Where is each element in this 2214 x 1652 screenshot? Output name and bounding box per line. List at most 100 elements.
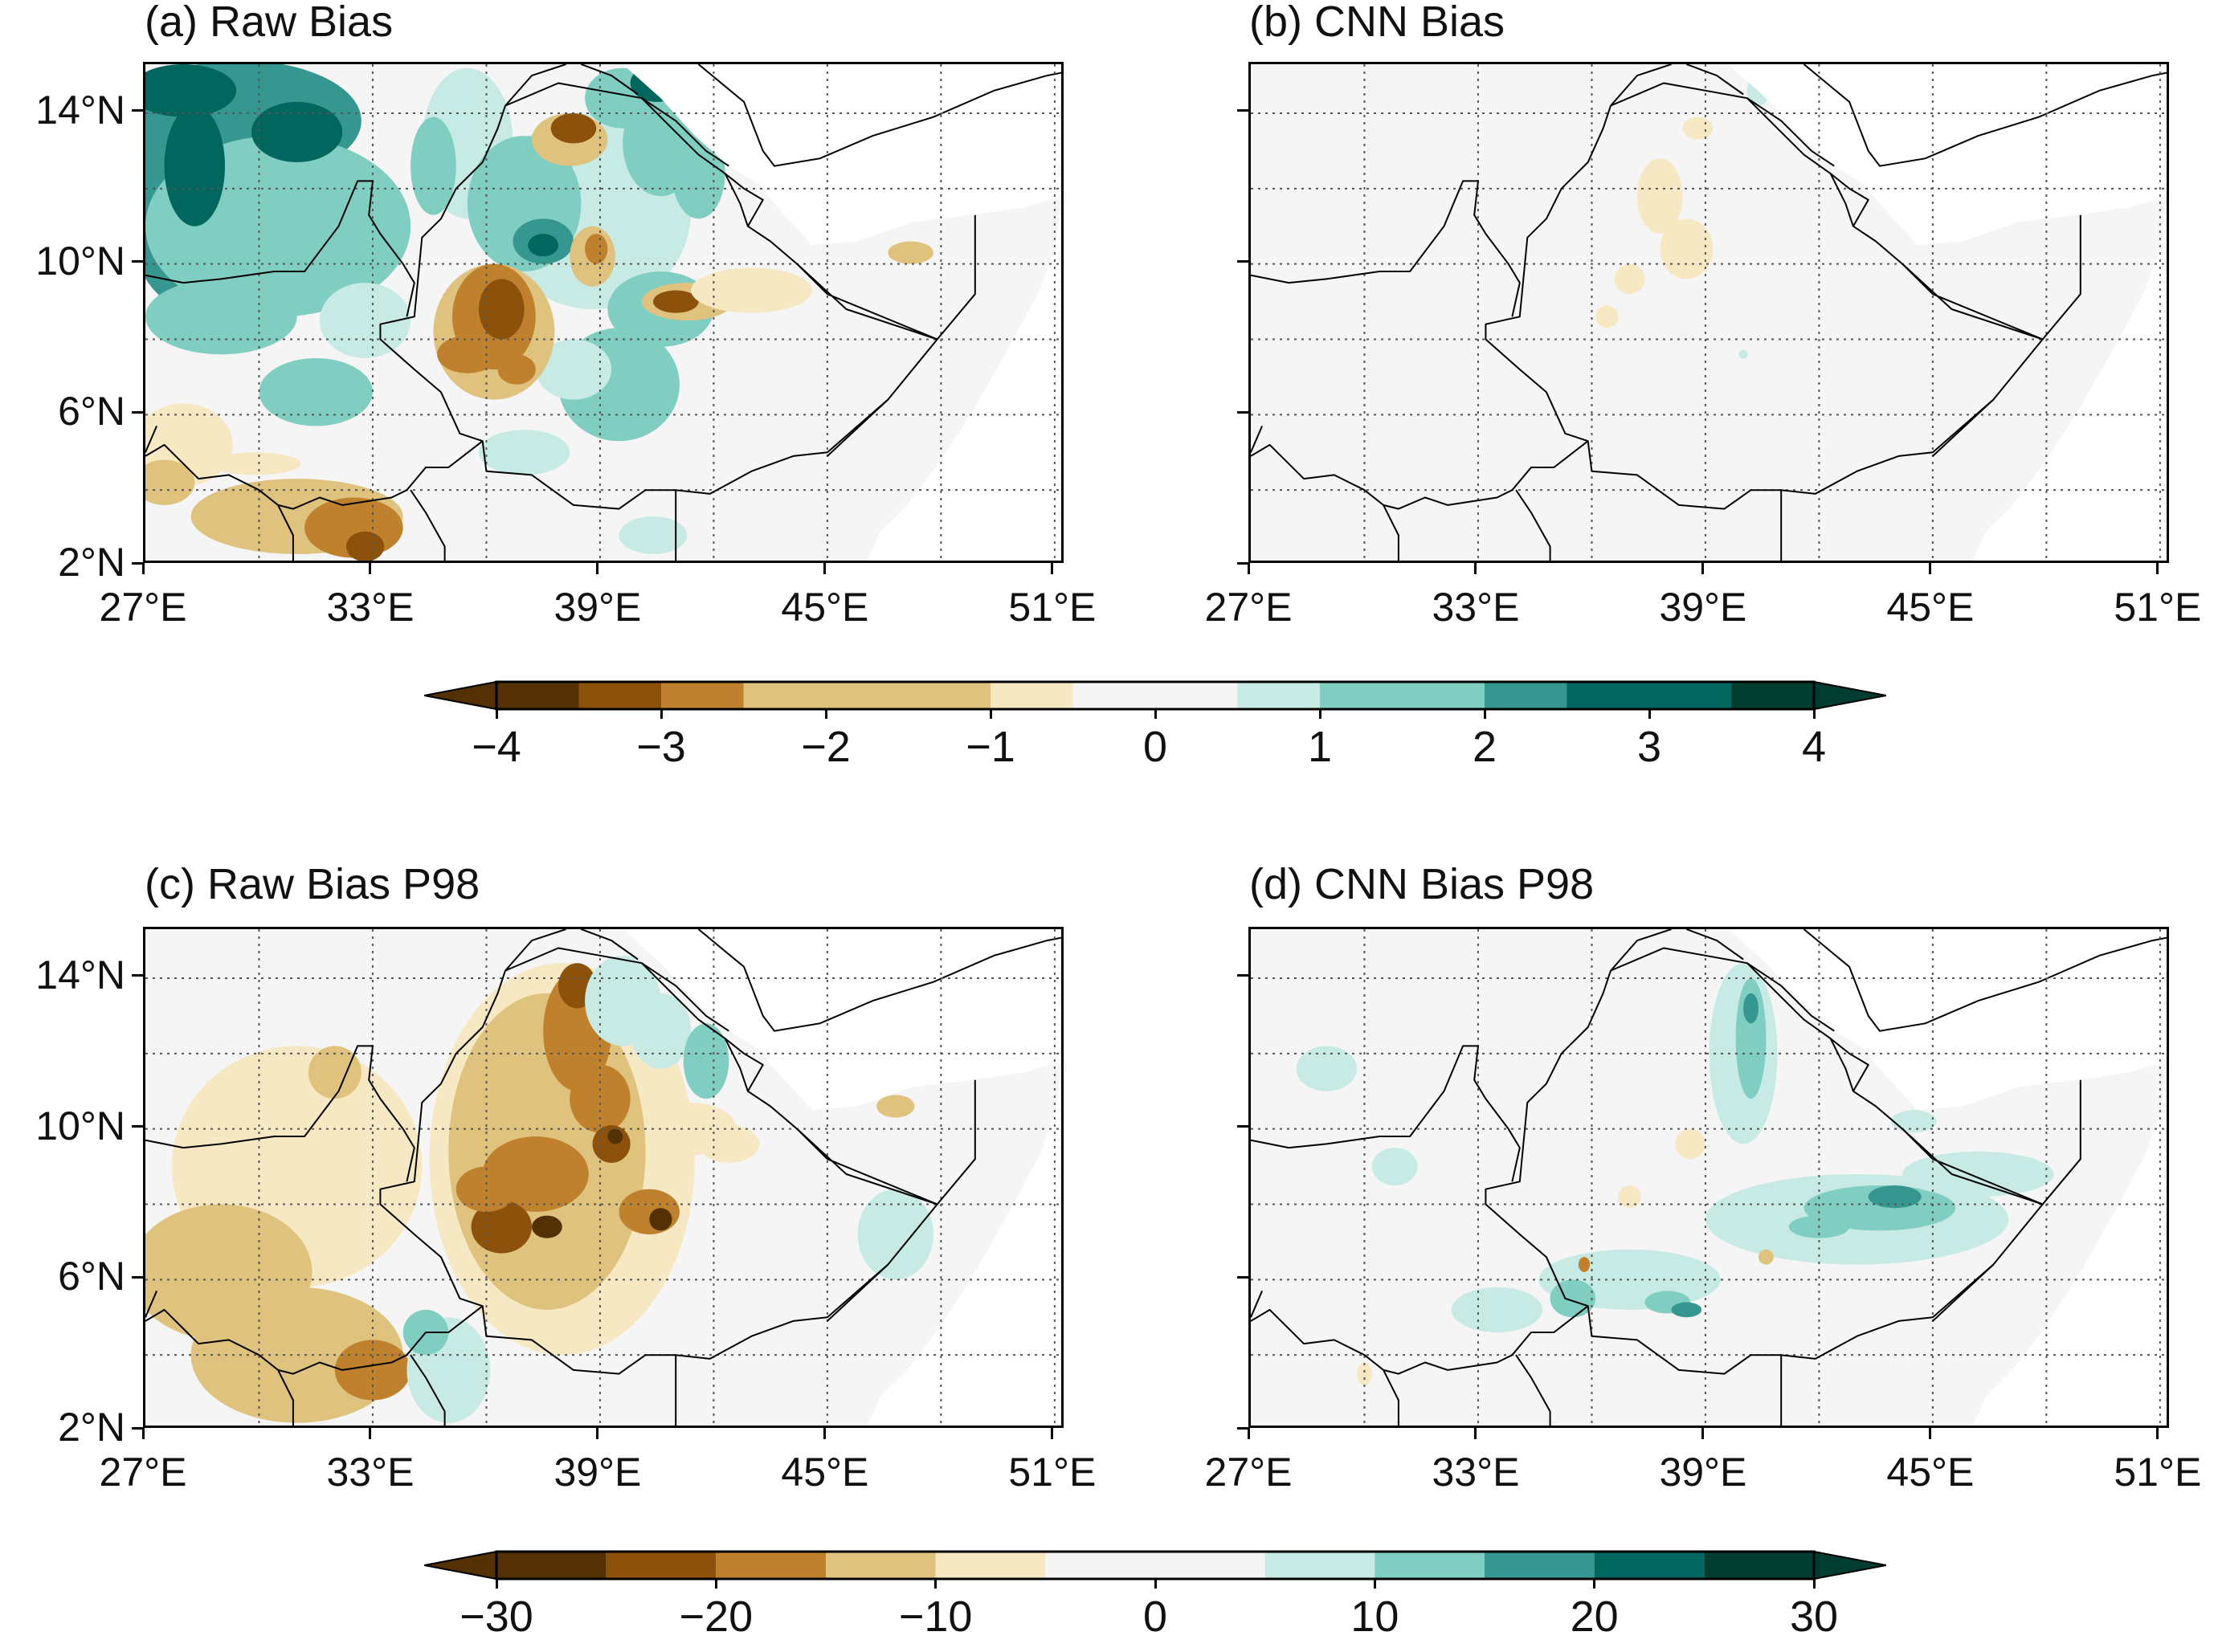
bias-field-c: [145, 955, 933, 1423]
border-a-5: [796, 214, 976, 341]
colorbar-0-arrow-low: [424, 680, 497, 711]
colorbar-0-label-4: 0: [1142, 723, 1168, 771]
bias-region-d-10: [1671, 1302, 1702, 1318]
lat-label-a-2: 6°N: [58, 389, 125, 434]
border-d-3: [1746, 962, 1835, 1032]
bias-region-d-12: [1902, 1151, 2054, 1197]
map-svg-b: [1251, 64, 2167, 561]
colorbar-0-label-6: 2: [1472, 723, 1497, 771]
lon-label-b-3: 45°E: [1886, 585, 1975, 630]
border-a-3: [641, 97, 729, 167]
colorbar-0-tick-4: [1154, 709, 1157, 719]
bias-region-b-1: [1660, 218, 1714, 279]
bias-region-a-35: [691, 267, 813, 313]
colorbar-0-segment-7: [1237, 682, 1320, 709]
bias-region-a-22: [479, 430, 570, 475]
lon-label-c-1: 33°E: [326, 1450, 415, 1495]
lon-tick-b-2: [1701, 563, 1705, 574]
border-d-8: [1383, 1305, 1589, 1375]
border-c-1: [145, 1045, 415, 1182]
lat-tick-c-3: [132, 1426, 143, 1430]
colorbar-0-segment-5: [991, 682, 1073, 709]
bias-region-a-41: [145, 459, 195, 505]
lon-tick-b-3: [1929, 563, 1932, 574]
lat-label-c-0: 14°N: [35, 952, 125, 997]
border-d-4: [1829, 1038, 1869, 1092]
colorbar-1-label-3: 0: [1142, 1593, 1168, 1641]
bias-region-c-11: [649, 1208, 672, 1231]
border-c-10: [410, 1354, 446, 1426]
border-c-8: [277, 1305, 484, 1375]
colorbar-0-label-3: −1: [966, 723, 1015, 771]
border-b-8: [1383, 440, 1589, 510]
lat-tick-b-1: [1237, 260, 1248, 263]
colorbar-1-segment-0: [496, 1552, 607, 1579]
lat-tick-a-3: [132, 561, 143, 565]
lon-tick-d-4: [2156, 1428, 2159, 1439]
colorbar-1-segment-3: [826, 1552, 936, 1579]
border-d-13: [1685, 929, 1744, 961]
bias-region-a-30: [550, 112, 597, 144]
colorbar-1-segment-1: [606, 1552, 717, 1579]
colorbar-0-segment-12: [1649, 682, 1732, 709]
lat-tick-b-3: [1237, 561, 1248, 565]
border-b-12: [1251, 426, 1264, 453]
colorbar-1-label-2: −10: [898, 1593, 973, 1641]
lat-tick-c-0: [132, 974, 143, 977]
lon-label-a-2: 39°E: [554, 585, 642, 630]
border-d-7: [1932, 1263, 1994, 1322]
bias-region-c-12: [455, 1166, 517, 1212]
border-b-4: [1829, 173, 1869, 227]
panel-c-map: [143, 927, 1064, 1428]
bias-region-d-13: [1296, 1046, 1358, 1091]
lon-tick-d-0: [1247, 1428, 1250, 1439]
colorbar-1-segment-5: [1045, 1552, 1265, 1579]
colorbar-0-label-2: −2: [801, 723, 851, 771]
lat-label-a-1: 10°N: [35, 238, 125, 283]
colorbar-1-segment-10: [1704, 1552, 1814, 1579]
border-d-2: [1610, 929, 1672, 972]
bias-region-d-15: [1891, 1110, 1937, 1133]
map-svg-d: [1251, 929, 2167, 1426]
bias-region-c-4: [532, 1215, 562, 1238]
lon-tick-a-2: [596, 563, 599, 574]
bias-region-a-6: [145, 279, 297, 355]
country-borders-c: [145, 929, 976, 1426]
colorbar-p98-bias: [424, 1550, 1886, 1581]
lon-label-c-0: 27°E: [99, 1450, 187, 1495]
panel-d-title: (d) CNN Bias P98: [1249, 860, 1595, 908]
bias-region-a-34: [652, 290, 699, 313]
bias-region-a-21: [535, 339, 612, 400]
colorbar-1-segment-2: [716, 1552, 826, 1579]
bias-region-d-5: [1868, 1185, 1922, 1209]
bias-region-d-20: [1357, 1362, 1372, 1385]
lon-tick-c-3: [823, 1428, 827, 1439]
colorbar-0-segment-1: [578, 682, 661, 709]
colorbar-0-segment-11: [1567, 682, 1649, 709]
bias-region-d-11: [1451, 1287, 1543, 1333]
lon-tick-a-4: [1051, 563, 1054, 574]
border-a-7: [827, 398, 888, 457]
colorbar-0-segment-4: [826, 682, 991, 709]
gridlines-d: [1251, 929, 2167, 1426]
lon-label-b-2: 39°E: [1659, 585, 1747, 630]
lat-tick-a-2: [132, 410, 143, 414]
lon-tick-c-4: [1051, 1428, 1054, 1439]
border-a-11: [145, 443, 279, 506]
lon-label-a-3: 45°E: [781, 585, 869, 630]
colorbar-0-tick-8: [1812, 709, 1816, 719]
border-c-13: [580, 929, 639, 961]
lon-tick-d-2: [1701, 1428, 1705, 1439]
colorbar-0-label-5: 1: [1307, 723, 1333, 771]
colorbar-0-tick-3: [989, 709, 992, 719]
colorbar-mean-bias: [424, 680, 1886, 711]
land-b: [1251, 64, 2167, 561]
lon-label-a-0: 27°E: [99, 585, 187, 630]
lat-label-c-3: 2°N: [58, 1405, 125, 1450]
border-b-9: [1383, 504, 1399, 561]
colorbar-1-segment-8: [1485, 1552, 1595, 1579]
bias-region-c-19: [698, 1124, 759, 1163]
country-borders-b: [1251, 64, 2081, 561]
colorbar-0-arrow-high: [1813, 680, 1886, 711]
lat-label-c-1: 10°N: [35, 1103, 125, 1148]
